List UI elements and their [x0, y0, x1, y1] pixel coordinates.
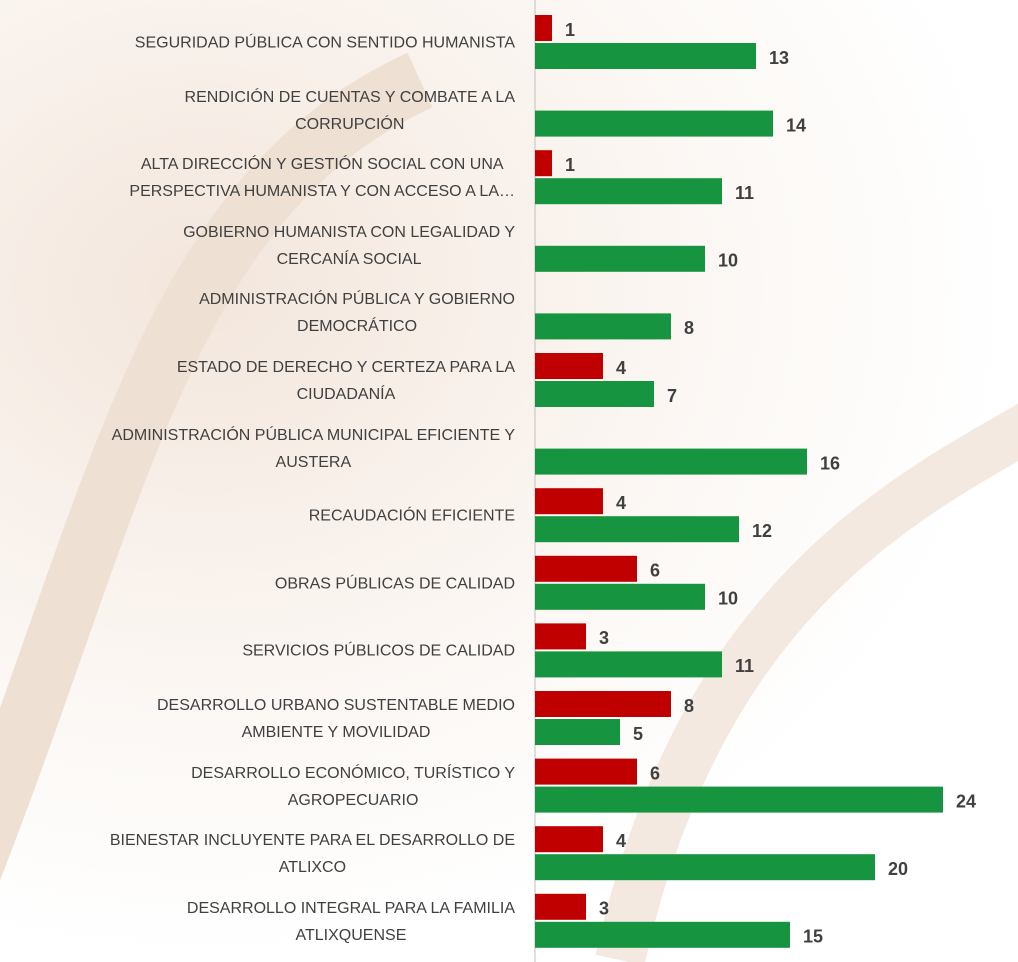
- value-label: 8: [684, 318, 694, 338]
- background-decoration: [595, 403, 1018, 962]
- bar: [535, 719, 620, 745]
- value-label: 20: [888, 859, 908, 879]
- category-label: DESARROLLO ECONÓMICO, TURÍSTICO Y AGROPE…: [191, 764, 515, 809]
- category-label: ADMINISTRACIÓN PÚBLICA Y GOBIERNO DEMOCR…: [199, 291, 515, 336]
- value-label: 3: [599, 628, 609, 648]
- bar: [535, 381, 654, 407]
- value-label: 10: [718, 251, 738, 271]
- value-label: 6: [650, 561, 660, 581]
- category-label: DESARROLLO URBANO SUSTENTABLE MEDIO AMBI…: [157, 697, 515, 741]
- bar: [535, 448, 807, 475]
- category-label: GOBIERNO HUMANISTA CON LEGALIDAD Y CERCA…: [183, 223, 515, 268]
- bar: [535, 691, 671, 717]
- value-label: 14: [786, 115, 806, 135]
- background-decoration: [0, 52, 433, 881]
- category-label: SEGURIDAD PÚBLICA CON SENTIDO HUMANISTA: [134, 34, 515, 52]
- bar: [535, 623, 586, 650]
- value-label: 12: [752, 521, 772, 541]
- category-label: ESTADO DE DERECHO Y CERTEZA PARA LA CIUD…: [176, 359, 515, 403]
- bar: [535, 854, 875, 881]
- value-label: 4: [616, 831, 626, 851]
- bar: [535, 786, 943, 813]
- category-label: DESARROLLO INTEGRAL PARA LA FAMILIA ATLI…: [186, 899, 515, 944]
- bar: [535, 921, 790, 948]
- value-label: 4: [616, 493, 626, 513]
- value-label: 5: [633, 724, 643, 744]
- value-label: 1: [565, 20, 575, 40]
- bar: [535, 758, 637, 785]
- bar: [535, 150, 552, 177]
- bar: [535, 516, 739, 543]
- value-label: 1: [565, 155, 575, 175]
- bar: [535, 178, 722, 205]
- category-label: BIENESTAR INCLUYENTE PARA EL DESARROLLO …: [109, 832, 515, 877]
- bar: [535, 313, 671, 340]
- value-label: 4: [616, 358, 626, 378]
- bar: [535, 893, 586, 920]
- category-label: ADMINISTRACIÓN PÚBLICA MUNICIPAL EFICIEN…: [111, 426, 515, 471]
- value-label: 13: [769, 48, 789, 68]
- value-label: 8: [684, 696, 694, 716]
- value-label: 3: [599, 899, 609, 919]
- value-label: 24: [956, 791, 976, 811]
- bar: [535, 583, 705, 610]
- value-label: 15: [803, 927, 823, 947]
- value-label: 16: [820, 453, 840, 473]
- value-label: 6: [650, 763, 660, 783]
- bar: [535, 245, 705, 272]
- bar: [535, 555, 637, 582]
- category-label: RECAUDACIÓN EFICIENTE: [308, 507, 515, 525]
- value-label: 11: [735, 656, 754, 676]
- value-label: 7: [667, 386, 677, 406]
- bar: [535, 353, 603, 379]
- bar: [535, 826, 603, 853]
- category-label: SERVICIOS PÚBLICOS DE CALIDAD: [242, 642, 515, 660]
- bar: [535, 15, 552, 41]
- category-label: RENDICIÓN DE CUENTAS Y COMBATE A LA CORR…: [184, 88, 515, 133]
- value-label: 11: [735, 183, 754, 203]
- bar: [535, 488, 603, 515]
- value-label: 10: [718, 589, 738, 609]
- category-label: ALTA DIRECCIÓN Y GESTIÓN SOCIAL CON UNA …: [129, 156, 515, 201]
- bar: [535, 651, 722, 678]
- category-label: OBRAS PÚBLICAS DE CALIDAD: [274, 575, 515, 593]
- bar: [535, 110, 773, 137]
- bar: [535, 43, 756, 69]
